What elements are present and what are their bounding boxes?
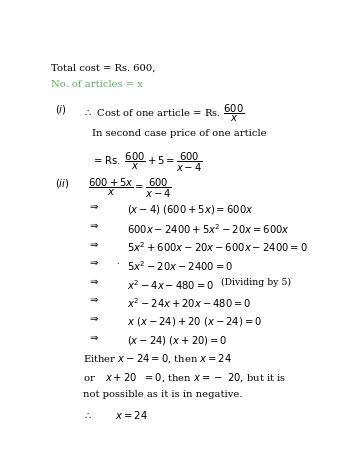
- Text: $\therefore$ Cost of one article = Rs. $\dfrac{600}{x}$: $\therefore$ Cost of one article = Rs. $…: [83, 103, 244, 125]
- Text: $\Rightarrow$: $\Rightarrow$: [88, 203, 100, 213]
- Text: $= \mathrm{Rs.}\ \dfrac{600}{x} + 5 = \dfrac{600}{x-4}$: $= \mathrm{Rs.}\ \dfrac{600}{x} + 5 = \d…: [92, 151, 203, 173]
- Text: (Dividing by 5): (Dividing by 5): [221, 278, 291, 287]
- Text: $\Rightarrow$: $\Rightarrow$: [88, 296, 100, 306]
- Text: $\Rightarrow$: $\Rightarrow$: [88, 259, 100, 268]
- Text: $\dfrac{600 + 5x}{x} = \dfrac{600}{x-4}$: $\dfrac{600 + 5x}{x} = \dfrac{600}{x-4}$: [88, 177, 172, 200]
- Text: $600x - 2400 + 5x^2 - 20x = 600x$: $600x - 2400 + 5x^2 - 20x = 600x$: [127, 222, 289, 236]
- Text: $x^2 - 4x - 480 = 0$: $x^2 - 4x - 480 = 0$: [127, 278, 214, 292]
- Text: $\Rightarrow$: $\Rightarrow$: [88, 278, 100, 287]
- Text: No. of articles = x: No. of articles = x: [51, 80, 143, 89]
- Text: $(x - 4)\ (600 + 5x) = 600x$: $(x - 4)\ (600 + 5x) = 600x$: [127, 203, 253, 216]
- Text: In second case price of one article: In second case price of one article: [92, 129, 267, 138]
- Text: $(i)$: $(i)$: [55, 103, 67, 116]
- Text: $(x - 24)\ (x + 20) = 0$: $(x - 24)\ (x + 20) = 0$: [127, 334, 227, 346]
- Text: $x\ (x - 24) + 20\ (x - 24) = 0$: $x\ (x - 24) + 20\ (x - 24) = 0$: [127, 315, 262, 328]
- Text: Either $x - 24 = 0$, then $x = 24$: Either $x - 24 = 0$, then $x = 24$: [83, 352, 232, 365]
- Text: $\Rightarrow$: $\Rightarrow$: [88, 240, 100, 250]
- Text: $x^2 - 24x + 20x - 480 = 0$: $x^2 - 24x + 20x - 480 = 0$: [127, 296, 251, 310]
- Text: $(ii)$: $(ii)$: [55, 177, 70, 190]
- Text: $\therefore$       $x = 24$: $\therefore$ $x = 24$: [83, 409, 148, 421]
- Text: or $\enspace$ $x + 20\ \ = 0$, then $x = -\ 20$, but it is: or $\enspace$ $x + 20\ \ = 0$, then $x =…: [83, 371, 286, 384]
- Text: not possible as it is in negative.: not possible as it is in negative.: [83, 390, 242, 399]
- Text: $\Rightarrow$: $\Rightarrow$: [88, 334, 100, 343]
- Text: $\Rightarrow$: $\Rightarrow$: [88, 315, 100, 324]
- Text: $\Rightarrow$: $\Rightarrow$: [88, 222, 100, 231]
- Text: $5x^2 - 20x - 2400 = 0$: $5x^2 - 20x - 2400 = 0$: [127, 259, 233, 273]
- Text: Total cost = Rs. 600,: Total cost = Rs. 600,: [51, 64, 156, 73]
- Text: $\cdot$: $\cdot$: [115, 259, 119, 268]
- Text: $5x^2 + 600x - 20x - 600x - 2400 = 0$: $5x^2 + 600x - 20x - 600x - 2400 = 0$: [127, 240, 307, 254]
